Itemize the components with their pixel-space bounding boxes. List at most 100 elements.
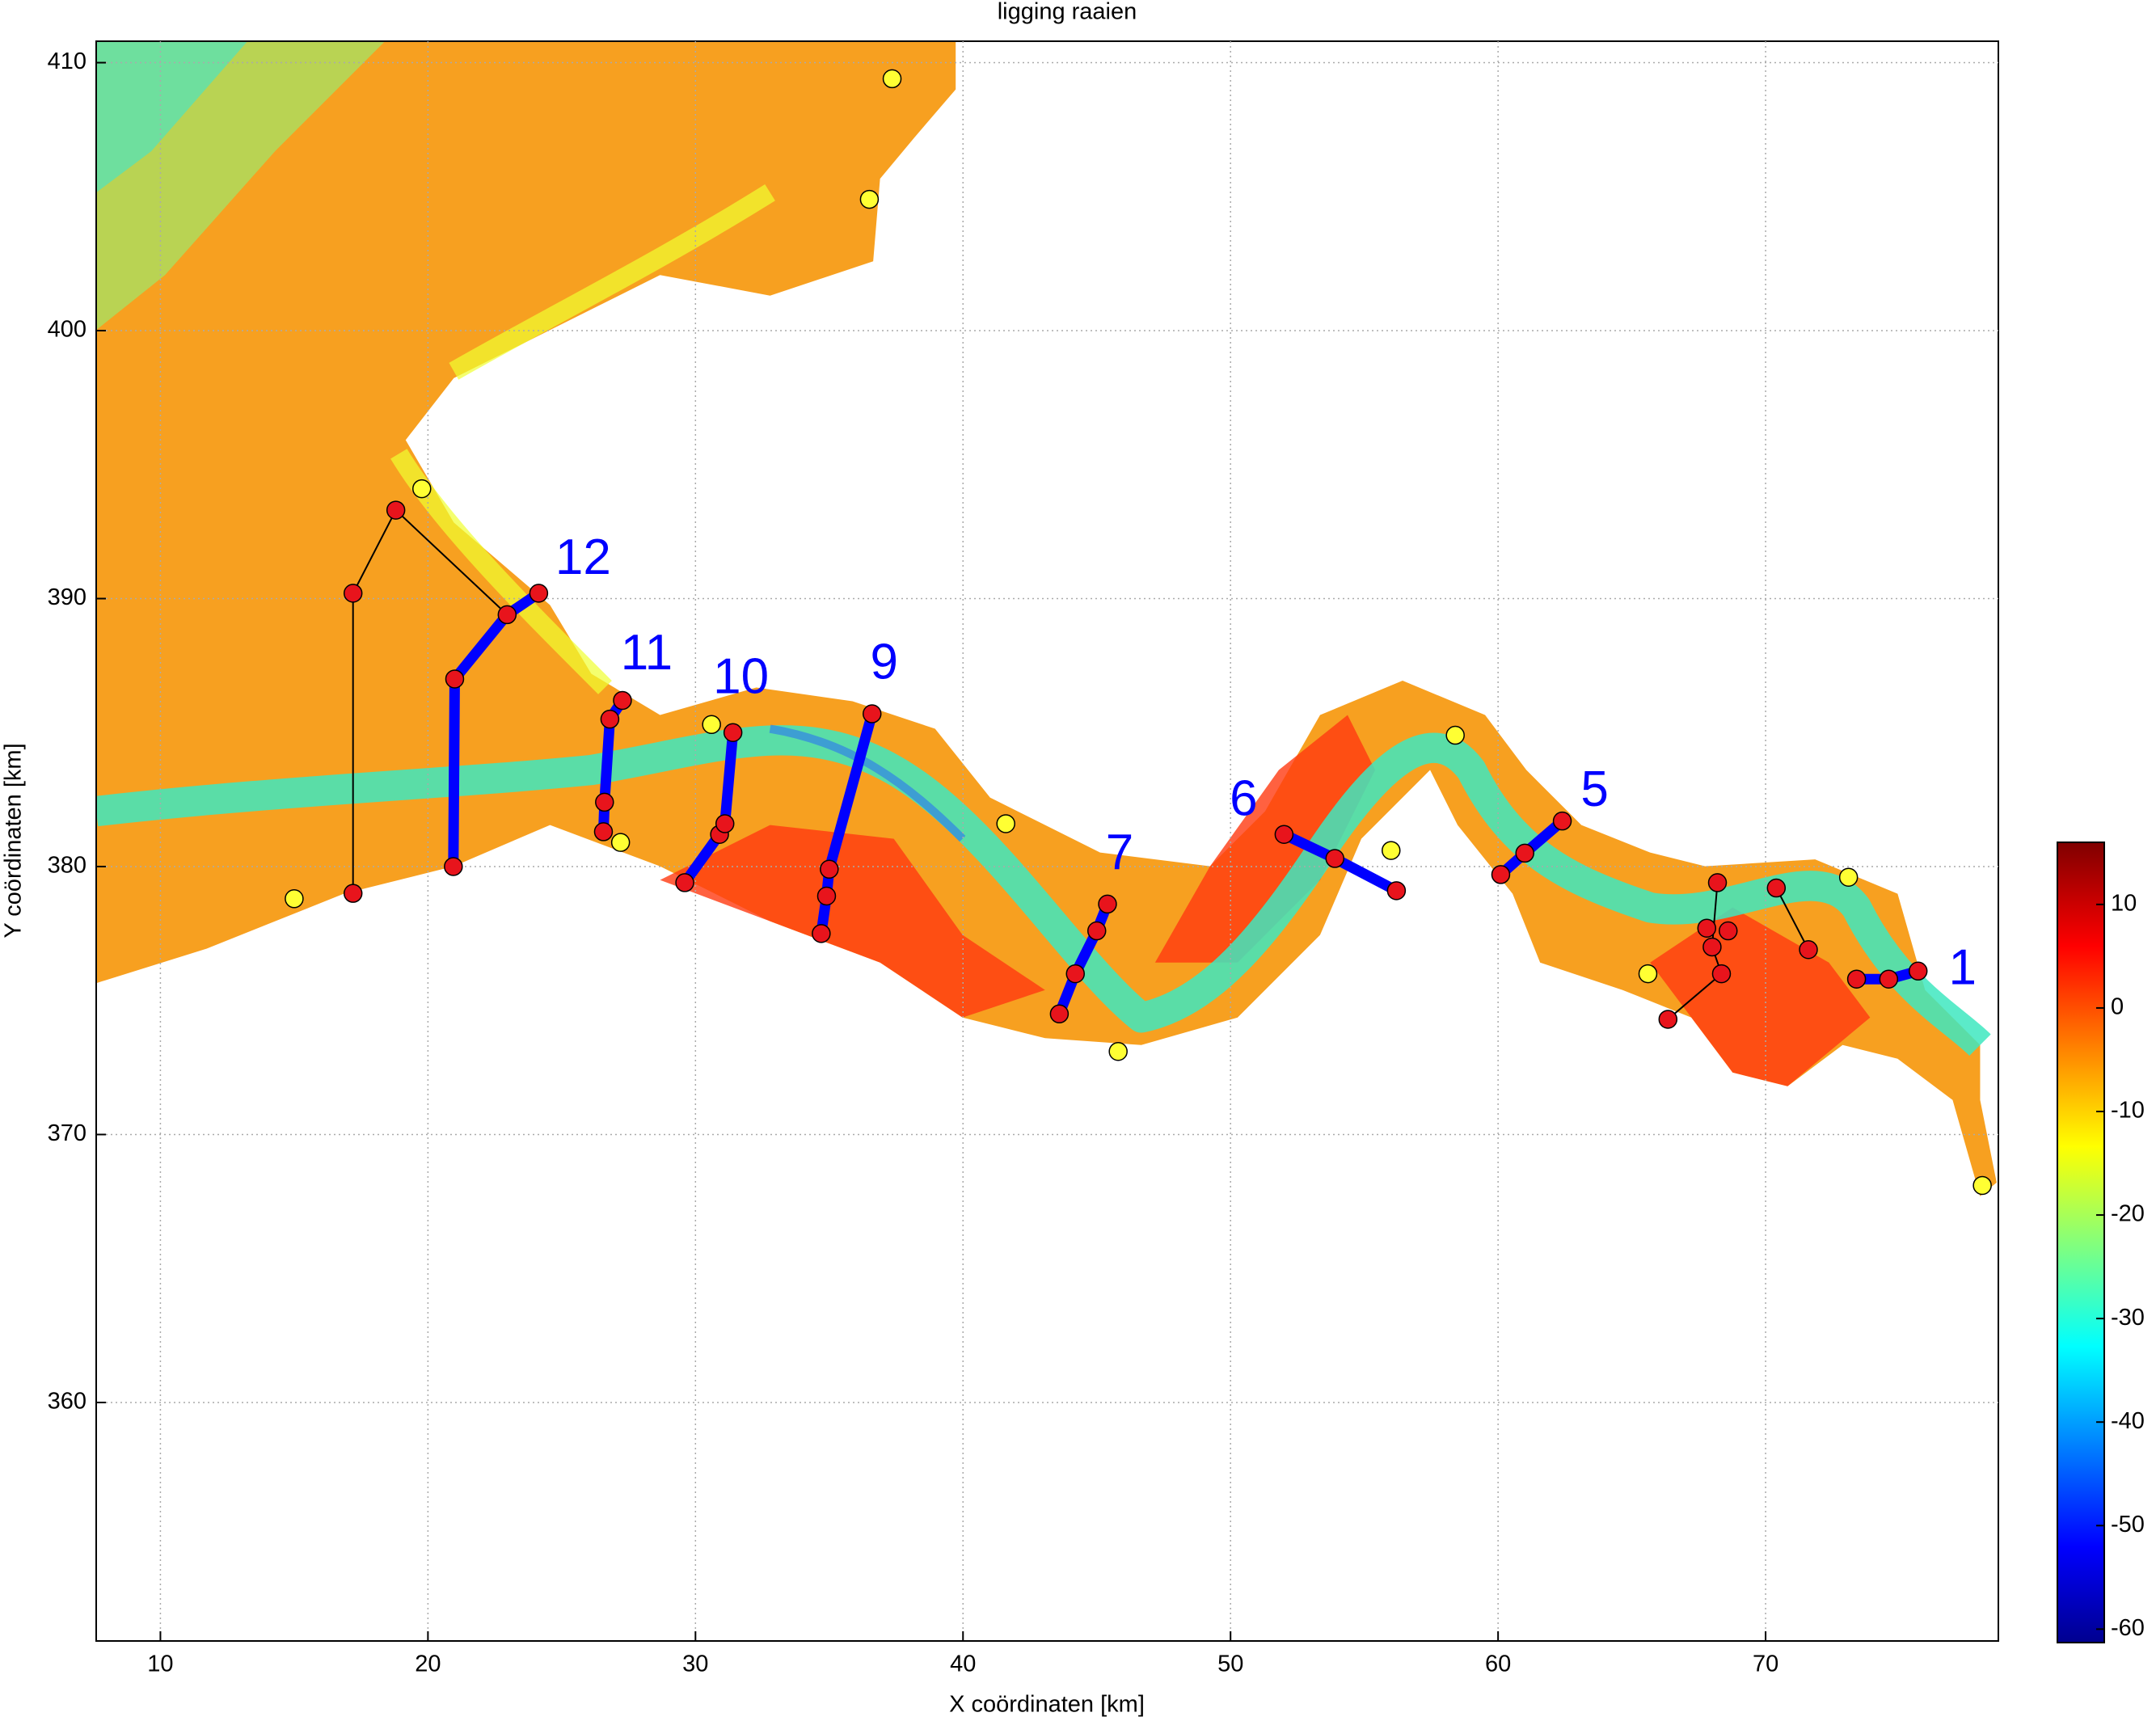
transect-point [723, 723, 743, 742]
transect-point [1049, 1004, 1070, 1024]
colorbar-tick-label: -10 [2111, 1098, 2145, 1124]
yellow-point [996, 814, 1015, 833]
yellow-point [1445, 725, 1465, 745]
red-point [1718, 921, 1738, 941]
colorbar-tick-label: 10 [2111, 890, 2137, 916]
transect-point [1515, 843, 1534, 863]
colorbar-tick-label: 0 [2111, 994, 2124, 1020]
red-point [1697, 918, 1717, 938]
transect-point [1386, 881, 1407, 901]
y-tick-label: 400 [48, 317, 86, 343]
x-tick-label: 30 [682, 1651, 708, 1677]
transect-label: 11 [621, 625, 673, 681]
sea-deepest [96, 41, 248, 193]
transect-point [1879, 969, 1899, 989]
x-axis-label: X coördinaten [km] [949, 1692, 1145, 1718]
transect-point [1552, 811, 1572, 831]
x-tick-label: 70 [1753, 1651, 1778, 1677]
yellow-point [1838, 867, 1859, 888]
transect-line [448, 588, 544, 872]
transect-label: 1 [1948, 940, 1976, 996]
channel-core [769, 724, 966, 842]
transect-point [675, 873, 694, 892]
red-point [1707, 873, 1728, 892]
transect-label: 9 [870, 634, 897, 690]
transect-point [529, 584, 549, 603]
yellow-point [859, 189, 880, 209]
yellow-point [610, 833, 631, 852]
y-tick-label: 360 [48, 1389, 86, 1415]
transect-point [497, 605, 517, 625]
plot-frame [95, 40, 1999, 1642]
colorbar-tick-label: -30 [2111, 1305, 2145, 1331]
transect-point [600, 709, 620, 729]
x-tick-label: 40 [950, 1651, 976, 1677]
yellow-point [412, 479, 432, 499]
colorbar-tick-label: -40 [2111, 1408, 2145, 1434]
x-tick-label: 50 [1217, 1651, 1243, 1677]
x-tick-label: 20 [415, 1651, 441, 1677]
transect-point [1846, 969, 1867, 989]
transect-label: 10 [713, 649, 769, 705]
yellow-point [702, 715, 721, 735]
transect-label: 6 [1230, 771, 1257, 827]
colorbar [2057, 842, 2105, 1643]
yellow-point [1972, 1175, 1992, 1196]
transect-point [593, 822, 614, 842]
bathymetry [96, 41, 1997, 1196]
link-line [1775, 887, 1810, 951]
red-point [343, 884, 363, 903]
transect-point [820, 859, 839, 879]
red-point [386, 500, 406, 520]
shoal [660, 825, 1045, 1018]
transect-label: 7 [1106, 825, 1133, 880]
yellow-point [1382, 841, 1401, 860]
transect-point [1098, 894, 1117, 914]
red-point [343, 584, 363, 603]
estuary-area [96, 41, 1997, 1196]
y-tick-label: 380 [48, 853, 86, 879]
transect-label: 5 [1580, 761, 1608, 817]
red-point [1711, 964, 1732, 984]
x-tick-label: 10 [147, 1651, 173, 1677]
yellow-point [1638, 964, 1658, 984]
transect-point [862, 704, 882, 723]
transect-point [1065, 964, 1085, 984]
transect-label: 12 [555, 529, 611, 585]
colorbar-tick-label: -20 [2111, 1201, 2145, 1227]
transect-point [1491, 865, 1511, 884]
y-tick-label: 390 [48, 584, 86, 610]
transect-point [595, 792, 614, 812]
transect-point [445, 669, 465, 689]
transect-point [444, 857, 463, 876]
transect-point [1274, 825, 1294, 844]
colorbar-tick-label: -60 [2111, 1615, 2145, 1641]
link-line [352, 509, 508, 895]
transect-line [1053, 898, 1113, 1019]
transect-point [1908, 961, 1928, 981]
transect-point [715, 814, 735, 833]
red-point [1766, 878, 1787, 898]
red-point [1799, 940, 1818, 960]
shoal [1154, 715, 1375, 963]
transect-line [597, 694, 628, 837]
colorbar-tick-label: -50 [2111, 1512, 2145, 1538]
x-tick-label: 60 [1485, 1651, 1511, 1677]
transect-point [1325, 849, 1345, 868]
yellow-point [1108, 1041, 1128, 1061]
transect-point [1086, 921, 1107, 941]
yellow-point [882, 69, 902, 89]
transect-point [816, 886, 837, 906]
y-tick-label: 410 [48, 49, 86, 74]
y-tick-label: 370 [48, 1120, 86, 1146]
yellow-point [285, 889, 304, 909]
red-point [1702, 937, 1722, 957]
link-line [1667, 881, 1723, 1020]
transect-point [613, 690, 632, 711]
transect-point [812, 924, 831, 943]
transect-line [816, 708, 878, 939]
chart-title: ligging raaien [998, 0, 1137, 25]
red-point [1658, 1010, 1678, 1029]
